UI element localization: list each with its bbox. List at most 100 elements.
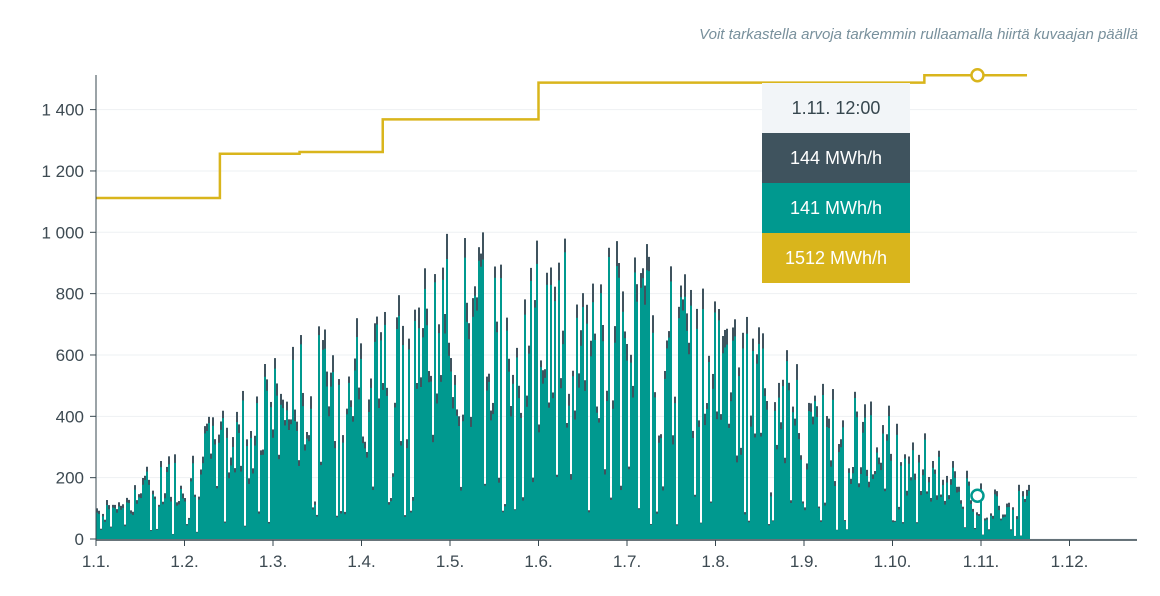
bar-series-b <box>804 510 806 539</box>
bar-series-b <box>576 317 578 539</box>
marker-series-b <box>970 488 985 504</box>
bar-series-b <box>228 478 230 539</box>
bar-series-b <box>980 488 982 539</box>
bar-series-b <box>538 432 540 539</box>
bar-series-b <box>720 419 722 539</box>
bar-series-b <box>608 257 610 539</box>
bar-series-b <box>634 272 636 539</box>
bar-series-b <box>140 498 142 539</box>
bar-series-b <box>520 417 522 539</box>
bar-series-b <box>756 363 758 539</box>
bar-series-b <box>404 516 406 539</box>
bar-series-b <box>492 414 494 539</box>
bar-series-b <box>486 390 488 539</box>
bar-series-b <box>386 395 388 539</box>
bar-series-b <box>964 527 966 539</box>
bar-series-b <box>1018 490 1020 539</box>
bar-series-b <box>420 386 422 539</box>
bar-series-b <box>844 521 846 539</box>
bar-series-b <box>646 270 648 539</box>
bar-series-b <box>1022 496 1024 539</box>
bar-series-b <box>784 463 786 539</box>
bar-series-b <box>854 398 856 539</box>
bar-series-b <box>984 520 986 539</box>
bar-series-b <box>582 307 584 539</box>
bar-series-b <box>246 446 248 539</box>
bar-series-b <box>924 439 926 539</box>
bar-series-b <box>618 277 620 539</box>
bar-series-b <box>330 386 332 539</box>
bar-series-b <box>912 450 914 539</box>
bar-series-b <box>554 301 556 539</box>
bar-series-b <box>112 507 114 539</box>
bar-series-b <box>180 489 182 539</box>
bar-series-b <box>290 424 292 539</box>
bar-series-b <box>752 350 754 539</box>
bar-series-b <box>378 408 380 539</box>
bar-series-b <box>390 501 392 539</box>
bar-series-b <box>262 454 264 539</box>
bar-series-b <box>820 522 822 539</box>
bar-series-b <box>636 301 638 539</box>
chart-hint: Voit tarkastella arvoja tarkemmin rullaa… <box>699 26 1138 43</box>
bar-series-b <box>596 412 598 539</box>
bar-series-b <box>166 472 168 539</box>
bar-series-b <box>928 482 930 539</box>
bar-series-b <box>192 463 194 539</box>
bar-series-b <box>232 446 234 539</box>
bar-series-b <box>416 388 418 539</box>
bar-series-b <box>862 432 864 539</box>
bar-series-b <box>426 325 428 539</box>
bar-series-b <box>444 333 446 539</box>
bar-series-b <box>594 339 596 539</box>
bar-series-b <box>114 508 116 539</box>
bar-series-b <box>136 503 138 539</box>
bar-series-b <box>120 509 122 539</box>
bar-series-b <box>562 344 564 539</box>
bar-series-b <box>142 484 144 539</box>
bar-series-b <box>578 387 580 539</box>
bar-series-b <box>710 502 712 539</box>
bar-series-b <box>570 479 572 539</box>
bar-series-b <box>334 448 336 539</box>
bar-series-b <box>824 505 826 539</box>
bar-series-b <box>156 529 158 539</box>
bar-series-b <box>750 426 752 539</box>
bar-series-b <box>322 349 324 539</box>
y-tick-label: 0 <box>75 530 84 549</box>
bar-series-b <box>882 433 884 539</box>
bar-series-b <box>808 411 810 539</box>
bar-series-b <box>714 312 716 539</box>
bar-series-b <box>938 456 940 539</box>
bar-series-b <box>796 379 798 539</box>
bar-series-b <box>638 509 640 539</box>
bar-series-b <box>730 401 732 539</box>
bar-series-b <box>200 474 202 539</box>
bar-series-b <box>308 441 310 539</box>
y-tick-label: 1 200 <box>41 162 84 181</box>
bar-series-b <box>208 423 210 539</box>
bar-series-b <box>1000 520 1002 539</box>
bar-series-b <box>170 501 172 539</box>
bar-series-b <box>502 512 504 539</box>
bar-series-b <box>836 530 838 539</box>
bar-series-b <box>176 505 178 539</box>
bar-series-b <box>906 495 908 539</box>
bar-series-b <box>236 422 238 539</box>
bar-series-b <box>204 433 206 539</box>
bar-series-b <box>446 259 448 539</box>
x-tick-label: 1.10. <box>874 552 912 571</box>
bar-series-b <box>430 381 432 539</box>
bar-series-b <box>150 530 152 539</box>
bar-series-b <box>402 345 404 539</box>
bar-series-b <box>278 459 280 539</box>
bar-series-b <box>704 425 706 539</box>
bar-series-b <box>194 497 196 539</box>
bar-series-b <box>526 406 528 539</box>
bar-series-b <box>238 432 240 539</box>
bar-series-b <box>778 397 780 539</box>
bar-series-b <box>968 485 970 539</box>
bar-series-b <box>328 416 330 539</box>
bar-series-b <box>190 481 192 539</box>
